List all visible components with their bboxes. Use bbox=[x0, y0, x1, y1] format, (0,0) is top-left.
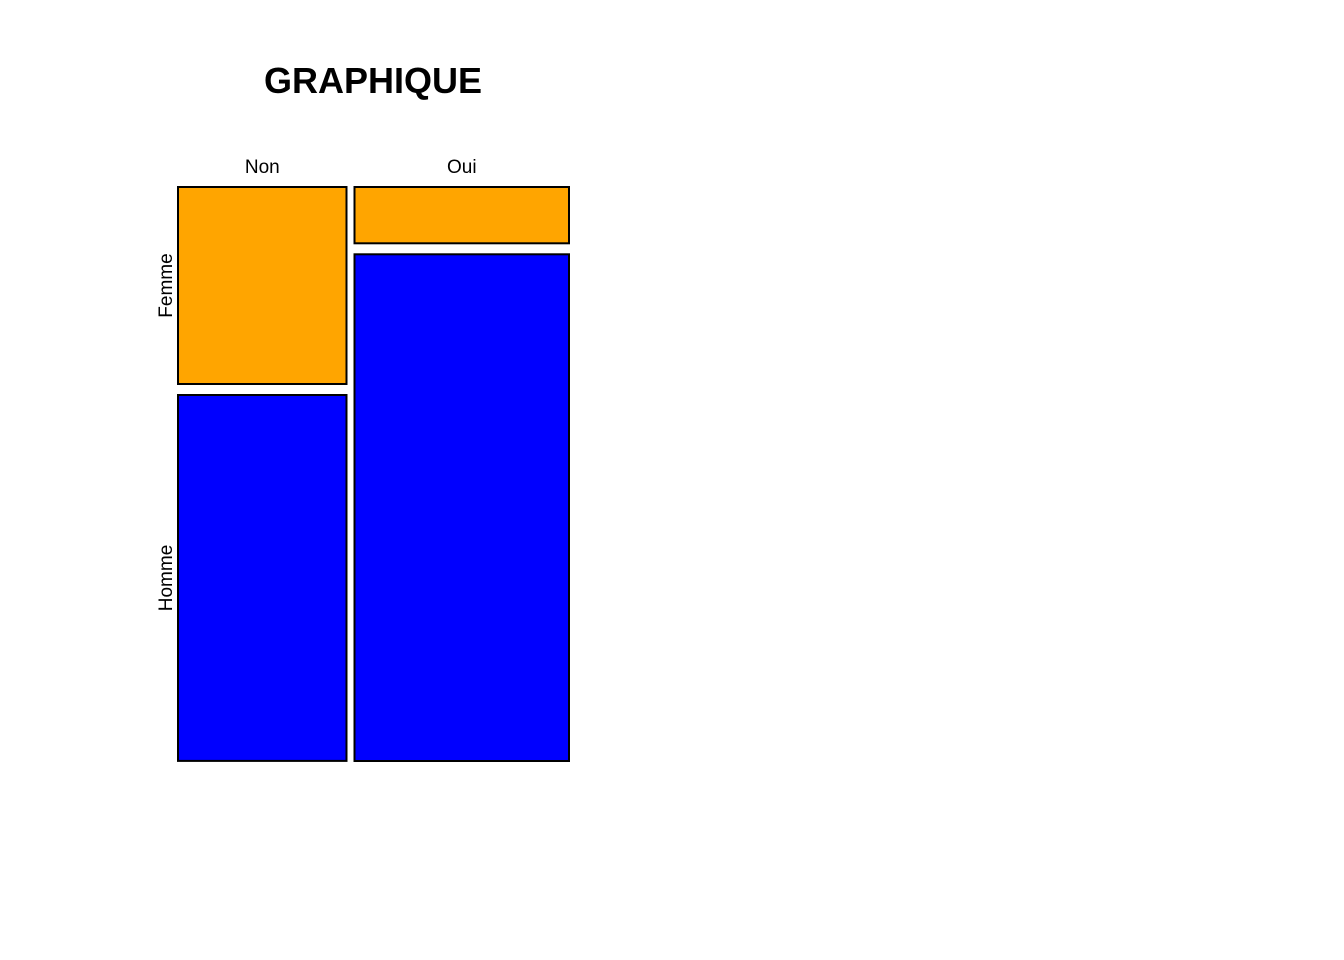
row-labels: Femme Homme bbox=[156, 253, 177, 611]
mosaic-tiles bbox=[177, 186, 570, 763]
chart-title: GRAPHIQUE bbox=[264, 60, 482, 101]
tile-non-homme bbox=[177, 394, 348, 762]
tile-oui-homme bbox=[353, 253, 570, 763]
row-label-femme: Femme bbox=[156, 253, 177, 317]
tile-oui-femme bbox=[353, 186, 570, 245]
tile-non-femme bbox=[177, 186, 348, 385]
column-label-oui: Oui bbox=[447, 157, 477, 178]
column-label-non: Non bbox=[245, 157, 280, 178]
row-label-homme: Homme bbox=[156, 545, 177, 612]
column-labels: Non Oui bbox=[245, 157, 477, 178]
